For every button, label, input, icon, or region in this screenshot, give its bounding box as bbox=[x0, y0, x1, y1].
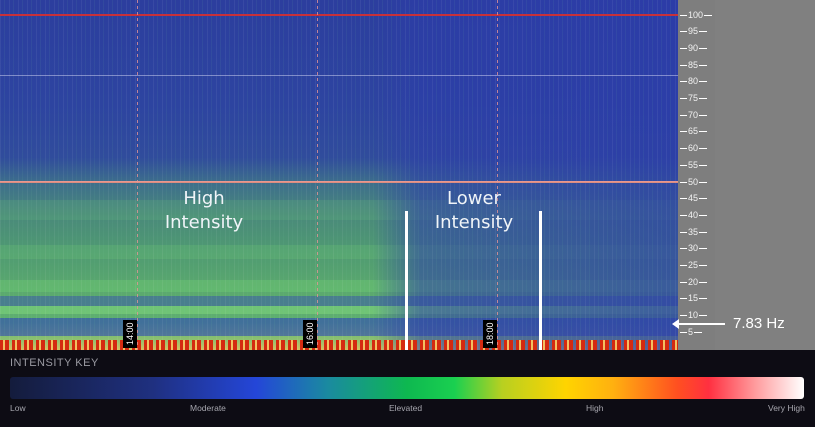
time-gridline bbox=[137, 0, 138, 350]
key-label-moderate: Moderate bbox=[190, 403, 226, 413]
reference-line-80hz bbox=[0, 75, 678, 76]
axis-tick: 55 bbox=[680, 160, 714, 170]
spectrogram-plot: High Intensity Lower Intensity 14:00 16:… bbox=[0, 0, 678, 350]
marker-label: 7.83 Hz bbox=[733, 315, 785, 332]
axis-tick: 60 bbox=[680, 143, 714, 153]
key-label-low: Low bbox=[10, 403, 26, 413]
key-label-high: High bbox=[586, 403, 604, 413]
axis-tick: 75 bbox=[680, 93, 714, 103]
time-label: 14:00 bbox=[123, 320, 137, 348]
axis-tick: 20 bbox=[680, 277, 714, 287]
axis-tick: 5 bbox=[680, 327, 714, 337]
arrow-left-icon bbox=[672, 318, 679, 329]
schumann-marker: 7.83 Hz bbox=[672, 315, 785, 332]
color-scale-bar bbox=[10, 377, 804, 399]
annotation-line: Intensity bbox=[434, 212, 514, 233]
bracket-left bbox=[405, 211, 408, 350]
arrow-shaft bbox=[679, 322, 725, 325]
key-label-elevated: Elevated bbox=[389, 403, 423, 413]
low-frequency-noise bbox=[0, 340, 678, 350]
axis-tick: 85 bbox=[680, 60, 714, 70]
axis-tick: 25 bbox=[680, 260, 714, 270]
axis-tick: 30 bbox=[680, 243, 714, 253]
time-label: 18:00 bbox=[483, 320, 497, 348]
annotation-line: Lower bbox=[447, 188, 501, 209]
axis-tick: 70 bbox=[680, 110, 714, 120]
axis-tick: 100 bbox=[680, 10, 714, 20]
reference-line-100hz bbox=[0, 14, 678, 16]
axis-tick: 80 bbox=[680, 76, 714, 86]
axis-tick: 10 bbox=[680, 310, 714, 320]
intensity-fade bbox=[0, 0, 678, 350]
axis-tick: 45 bbox=[680, 193, 714, 203]
axis-tick: 15 bbox=[680, 293, 714, 303]
axis-tick: 35 bbox=[680, 227, 714, 237]
bracket-right bbox=[539, 211, 542, 350]
time-label: 16:00 bbox=[303, 320, 317, 348]
intensity-key: INTENSITY KEY Low Moderate Elevated High… bbox=[0, 350, 815, 427]
annotation-line: Intensity bbox=[164, 212, 244, 233]
axis-tick: 50 bbox=[680, 177, 714, 187]
time-gridline bbox=[497, 0, 498, 350]
annotation-high-intensity: High Intensity bbox=[150, 187, 258, 235]
axis-tick: 90 bbox=[680, 43, 714, 53]
key-label-very-high: Very High bbox=[768, 403, 805, 413]
reference-line-50hz bbox=[0, 181, 678, 183]
axis-tick: 40 bbox=[680, 210, 714, 220]
annotation-line: High bbox=[183, 188, 225, 209]
axis-tick: 65 bbox=[680, 126, 714, 136]
annotation-lower-intensity: Lower Intensity bbox=[420, 187, 528, 235]
frequency-axis: 100 95 90 85 80 75 70 65 60 55 50 45 40 … bbox=[678, 0, 715, 350]
axis-tick: 95 bbox=[680, 26, 714, 36]
time-gridline bbox=[317, 0, 318, 350]
noise-texture bbox=[0, 0, 678, 350]
key-title: INTENSITY KEY bbox=[10, 357, 99, 369]
